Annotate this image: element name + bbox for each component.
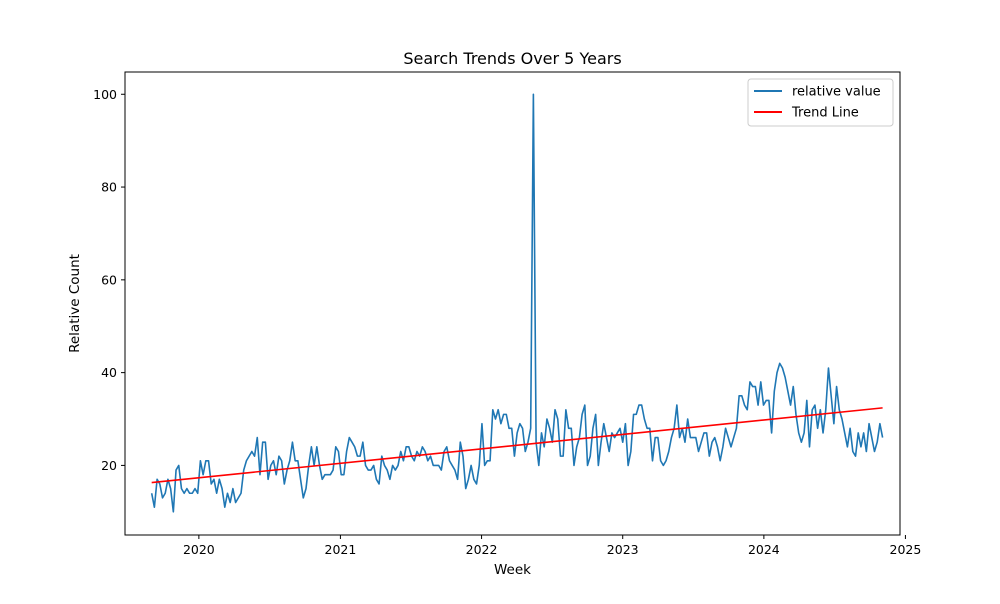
x-tick-label: 2023: [607, 542, 639, 557]
series-line-trend: [151, 407, 883, 484]
y-tick-label: 80: [101, 180, 117, 195]
series-line-relative-value: [150, 93, 884, 513]
legend-box: [747, 78, 894, 127]
chart-title: Search Trends Over 5 Years: [403, 49, 621, 68]
y-tick-label: 40: [101, 365, 117, 380]
x-tick-label: 2022: [466, 542, 498, 557]
y-tick-label: 100: [93, 87, 117, 102]
legend-label-trend-line: Trend Line: [791, 106, 859, 121]
x-axis-label: Week: [494, 562, 531, 578]
x-tick-label: 2025: [890, 542, 922, 557]
plot-area: [150, 93, 884, 513]
legend: relative value Trend Line: [747, 78, 894, 127]
x-tick-label: 2020: [183, 542, 215, 557]
y-tick-label: 60: [101, 272, 117, 287]
axes-frame: [124, 71, 901, 536]
y-axis-label: Relative Count: [67, 254, 83, 353]
y-axis: 20 40 60 80 100: [93, 87, 125, 473]
y-tick-label: 20: [101, 458, 117, 473]
legend-label-relative-value: relative value: [792, 85, 881, 100]
x-axis: 2020 2021 2022 2023 2024 2025: [183, 535, 921, 557]
x-tick-label: 2021: [325, 542, 357, 557]
x-tick-label: 2024: [748, 542, 780, 557]
